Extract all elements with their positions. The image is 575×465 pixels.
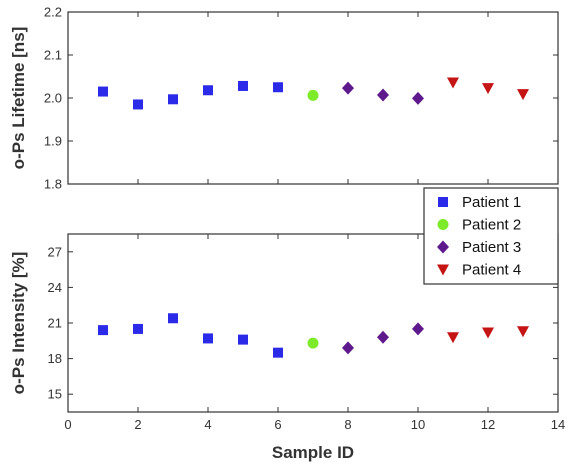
data-point [447,78,459,89]
y-tick-label: 2.1 [44,48,62,63]
data-point [133,99,143,109]
data-point [238,81,248,91]
y-tick-label: 27 [48,244,62,259]
y-tick-label: 21 [48,316,62,331]
series-patient-3 [342,322,424,354]
x-tick-label: 12 [481,417,495,432]
y-tick-label: 2.2 [44,5,62,20]
x-axis-label: Sample ID [272,443,354,462]
data-point [98,87,108,97]
data-point [308,90,319,101]
data-point [412,92,424,105]
y-tick-label: 24 [48,280,62,295]
series-patient-2 [308,90,319,101]
x-tick-label: 4 [204,417,211,432]
x-tick-label: 14 [551,417,565,432]
data-point [273,82,283,92]
y-tick-label: 18 [48,351,62,366]
data-point [412,322,424,335]
lifetime-panel: 1.8 1.9 2.0 2.1 2.2 o-Ps Lifetime [ns] [9,5,558,192]
y-tick-label: 1.8 [44,177,62,192]
y-tick-label: 15 [48,387,62,402]
data-point [98,325,108,335]
legend-label: Patient 3 [462,239,521,256]
y-tick-label: 2.0 [44,91,62,106]
y-tick-label: 1.9 [44,134,62,149]
x-tick-label: 2 [134,417,141,432]
data-point [482,327,494,338]
x-tick-label: 10 [411,417,425,432]
data-point [273,348,283,358]
legend-label: Patient 4 [462,262,521,279]
series-patient-1 [98,313,283,357]
series-patient-1 [98,81,283,109]
series-patient-2 [308,338,319,349]
data-point [133,324,143,334]
y-axis-label: o-Ps Lifetime [ns] [9,27,28,170]
x-tick-label: 0 [64,417,71,432]
y-axis-label: o-Ps Intensity [%] [9,252,28,395]
legend: Patient 1 Patient 2 Patient 3 Patient 4 [424,188,558,284]
series-patient-3 [342,82,424,105]
legend-marker [438,219,449,230]
data-point [342,82,354,95]
data-point [203,333,213,343]
data-point [482,83,494,94]
legend-label: Patient 2 [462,217,521,234]
legend-label: Patient 1 [462,194,521,211]
x-tick-label: 6 [274,417,281,432]
data-point [238,335,248,345]
data-point [342,341,354,354]
series-patient-4 [447,78,529,101]
data-point [168,94,178,104]
data-point [517,89,529,100]
data-point [517,326,529,337]
data-point [203,85,213,95]
data-point [168,313,178,323]
data-point [377,88,389,101]
data-point [308,338,319,349]
x-tick-label: 8 [344,417,351,432]
data-point [447,332,459,343]
series-patient-4 [447,326,529,343]
legend-marker [438,197,448,207]
data-point [377,331,389,344]
